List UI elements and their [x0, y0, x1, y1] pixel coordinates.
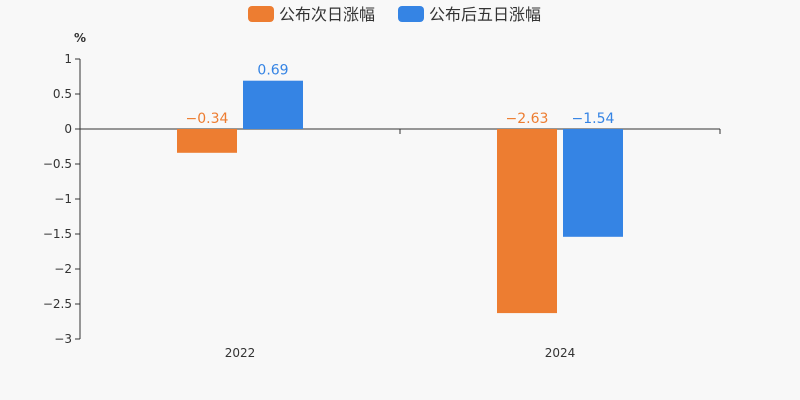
data-labels: −0.34 0.69 −2.63 −1.54	[186, 63, 615, 127]
bars	[177, 80, 623, 314]
y-tick-label: −1.5	[43, 227, 72, 241]
bar	[497, 129, 557, 314]
y-tick-label: −2	[54, 262, 72, 276]
y-axis-unit-label: %	[74, 31, 86, 45]
bar	[243, 80, 303, 129]
data-label: 0.69	[257, 63, 288, 79]
legend-label-series-1: 公布后五日涨幅	[429, 5, 541, 24]
y-tick-label: 0	[64, 122, 72, 136]
y-tick-label: −1	[54, 192, 72, 206]
y-tick-label: −3	[54, 332, 72, 346]
legend: 公布次日涨幅 公布后五日涨幅	[248, 5, 541, 24]
legend-swatch-series-0	[248, 6, 274, 22]
x-tick-label: 2022	[225, 346, 256, 360]
data-label: −0.34	[186, 111, 229, 127]
data-label: −1.54	[572, 111, 615, 127]
y-tick-label: −0.5	[43, 157, 72, 171]
x-tick-label: 2024	[545, 346, 576, 360]
bar	[563, 129, 623, 237]
bar	[177, 129, 237, 153]
y-tick-label: −2.5	[43, 297, 72, 311]
legend-swatch-series-1	[398, 6, 424, 22]
y-tick-label: 0.5	[53, 87, 72, 101]
legend-label-series-0: 公布次日涨幅	[279, 5, 375, 24]
data-label: −2.63	[506, 111, 549, 127]
y-tick-label: 1	[64, 52, 72, 66]
